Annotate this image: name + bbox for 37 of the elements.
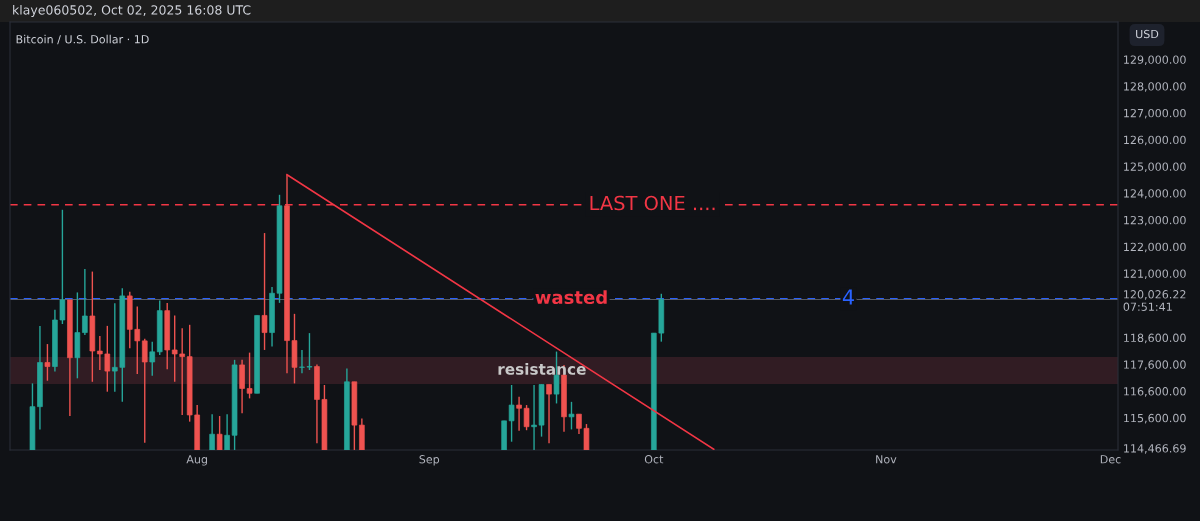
x-tick-label: Nov bbox=[876, 455, 897, 464]
y-tick-label: 124,000.00 bbox=[1124, 189, 1186, 199]
text: USD bbox=[1136, 29, 1159, 39]
y-tick-label: 115,600.00 bbox=[1124, 413, 1186, 424]
candlestick bbox=[44, 343, 51, 382]
x-tick-label: Oct bbox=[644, 455, 664, 464]
y-tick-label: 125,000.00 bbox=[1124, 162, 1186, 172]
candlestick bbox=[141, 338, 148, 444]
y-tick-label: 126,000.00 bbox=[1124, 135, 1186, 146]
candlestick bbox=[149, 340, 156, 377]
y-tick-label: 120,026.22 07:51:41 bbox=[1123, 290, 1186, 311]
x-tick-label: Sep bbox=[419, 455, 440, 466]
candlestick bbox=[508, 384, 515, 443]
candlestick bbox=[82, 268, 88, 336]
y-tick-label: 121,000.00 bbox=[1124, 269, 1186, 279]
candlestick bbox=[224, 413, 230, 450]
y-tick-label: 123,000.00 bbox=[1124, 215, 1186, 226]
y-tick-label: 118,600.00 bbox=[1124, 333, 1186, 344]
y-tick-label: 129,000.00 bbox=[1124, 55, 1186, 65]
ref-line-label: LAST ONE .... bbox=[590, 195, 715, 211]
y-tick-label: 114,466.69 bbox=[1124, 444, 1186, 454]
candlestick bbox=[546, 383, 552, 445]
candlestick bbox=[568, 401, 575, 431]
y-tick-label: 128,000.00 bbox=[1124, 82, 1186, 92]
annotation: wasted bbox=[535, 290, 607, 305]
x-tick-label: Aug bbox=[186, 455, 207, 466]
candlestick bbox=[209, 413, 215, 450]
annotation: 4 bbox=[842, 289, 854, 305]
y-tick-label: 117,600.00 bbox=[1124, 360, 1186, 370]
y-tick-label: 122,000.00 bbox=[1124, 242, 1186, 253]
text: klaye060502, Oct 02, 2025 16:08 UTC bbox=[13, 4, 251, 18]
y-tick-label: 116,600.00 bbox=[1124, 387, 1186, 397]
x-tick-label: Dec bbox=[1100, 455, 1121, 464]
text: Bitcoin / U.S. Dollar · 1D bbox=[16, 34, 149, 45]
candlestick bbox=[261, 232, 268, 351]
candlestick bbox=[216, 415, 223, 450]
y-tick-label: 127,000.00 bbox=[1124, 108, 1186, 119]
